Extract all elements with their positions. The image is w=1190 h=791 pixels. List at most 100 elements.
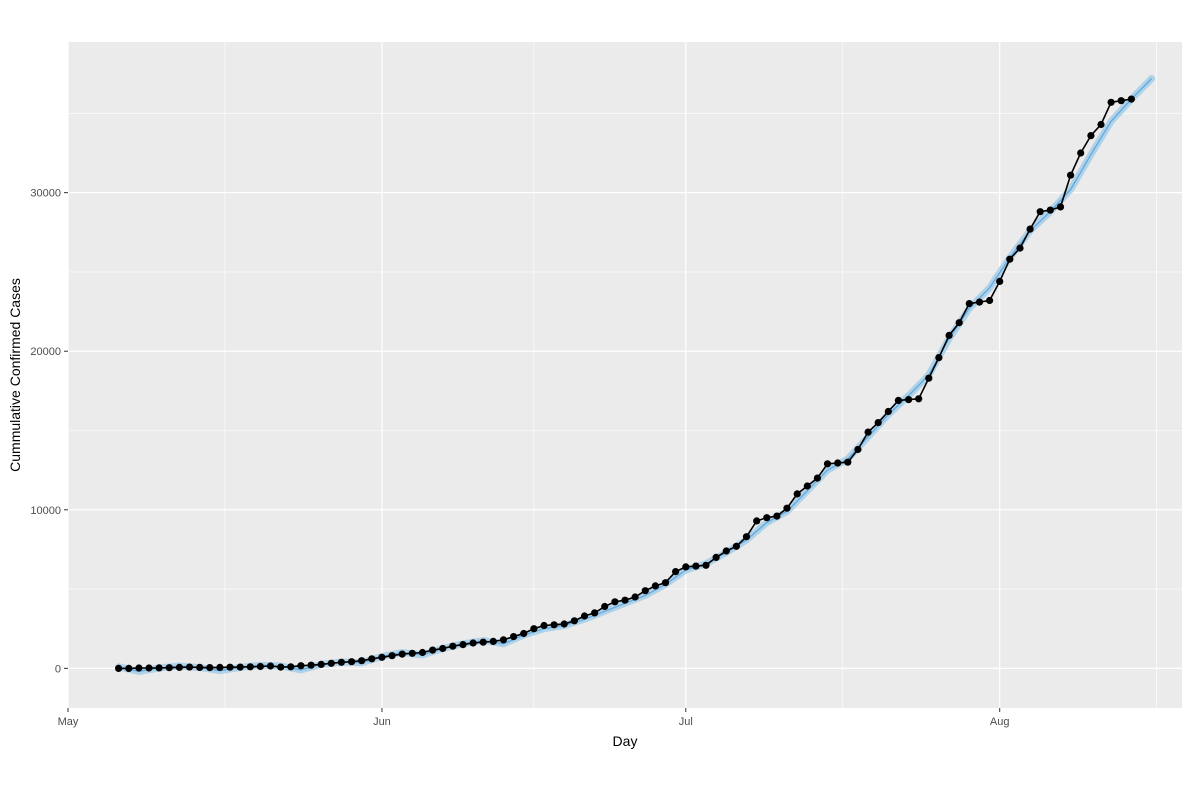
data-point xyxy=(277,663,285,671)
data-point xyxy=(135,664,143,672)
data-point xyxy=(125,664,133,673)
data-point xyxy=(1026,225,1034,233)
data-point xyxy=(418,648,427,657)
data-point xyxy=(337,658,345,666)
data-point xyxy=(905,396,913,404)
data-point xyxy=(165,664,173,672)
data-point xyxy=(641,587,649,595)
x-tick-label: Jul xyxy=(679,716,693,728)
data-point xyxy=(439,644,447,653)
data-point xyxy=(408,649,416,657)
data-point xyxy=(175,663,183,672)
data-point xyxy=(368,655,376,663)
data-point xyxy=(580,612,589,620)
data-point xyxy=(1127,95,1135,103)
data-point xyxy=(185,663,194,671)
data-point xyxy=(975,298,984,306)
plot-panel xyxy=(68,42,1182,708)
data-point xyxy=(1006,255,1014,263)
data-point xyxy=(145,664,153,672)
data-point xyxy=(661,579,670,587)
y-axis-title: Cummulative Confirmed Cases xyxy=(7,278,23,472)
data-point xyxy=(672,568,680,576)
data-point xyxy=(266,662,275,670)
data-point xyxy=(509,633,518,641)
data-point xyxy=(550,621,558,629)
data-point xyxy=(520,629,528,638)
data-point xyxy=(1016,244,1024,252)
x-axis: May Jun Jul Aug xyxy=(58,708,1010,728)
data-point xyxy=(307,661,315,669)
x-axis-title: Day xyxy=(613,733,638,749)
data-point xyxy=(601,602,609,611)
data-point xyxy=(196,663,204,672)
y-tick-label: 0 xyxy=(55,663,61,675)
data-point xyxy=(803,482,811,490)
data-point xyxy=(793,490,801,498)
x-tick-label: May xyxy=(58,716,79,728)
y-tick-label: 30000 xyxy=(30,188,61,200)
data-point xyxy=(1117,97,1125,105)
data-point xyxy=(884,407,892,416)
data-point xyxy=(115,664,123,673)
data-point xyxy=(874,419,882,427)
data-point xyxy=(206,664,214,672)
data-point xyxy=(742,533,751,541)
data-point xyxy=(651,582,660,590)
data-point xyxy=(429,646,437,654)
data-point xyxy=(621,596,629,604)
data-point xyxy=(682,563,690,571)
data-point xyxy=(732,542,741,550)
data-point xyxy=(712,553,720,562)
data-point xyxy=(378,653,386,661)
data-point xyxy=(256,662,264,671)
data-point xyxy=(1046,206,1054,214)
data-point xyxy=(449,642,457,650)
data-point xyxy=(297,662,305,670)
data-point xyxy=(773,512,781,520)
data-point xyxy=(915,395,923,403)
x-tick-label: Jun xyxy=(373,716,391,728)
major-gridlines xyxy=(67,42,1182,708)
data-point xyxy=(935,354,943,362)
data-point xyxy=(823,460,832,468)
data-point xyxy=(611,598,619,606)
data-point xyxy=(894,396,903,404)
data-point xyxy=(348,658,356,666)
minor-gridlines xyxy=(68,42,1182,708)
data-point xyxy=(398,650,406,658)
data-point xyxy=(1107,98,1115,106)
data-point xyxy=(560,620,568,628)
data-point xyxy=(489,637,497,646)
data-point xyxy=(155,664,163,672)
data-point xyxy=(945,331,953,339)
observed-points-layer xyxy=(115,95,1135,673)
data-point xyxy=(1077,149,1085,157)
y-axis: 0 10000 20000 30000 xyxy=(30,188,68,675)
y-tick-label: 10000 xyxy=(30,505,61,517)
data-point xyxy=(783,504,791,512)
data-point xyxy=(965,300,973,308)
data-point xyxy=(925,374,933,382)
data-point xyxy=(813,474,822,482)
data-point xyxy=(358,657,366,665)
data-point xyxy=(226,663,234,671)
x-tick-label: Aug xyxy=(990,716,1010,728)
data-point xyxy=(540,621,548,630)
data-point xyxy=(854,445,862,454)
data-point xyxy=(834,459,842,467)
data-point xyxy=(570,617,579,625)
data-point xyxy=(844,458,852,466)
data-point xyxy=(591,609,599,617)
data-point xyxy=(996,277,1004,285)
data-point xyxy=(986,296,994,305)
data-point xyxy=(1056,203,1065,211)
data-point xyxy=(327,659,335,667)
data-point xyxy=(631,593,639,601)
data-point xyxy=(287,663,295,671)
data-point xyxy=(530,625,538,633)
data-point xyxy=(1036,208,1044,216)
data-point xyxy=(499,636,508,644)
data-point xyxy=(722,547,730,555)
